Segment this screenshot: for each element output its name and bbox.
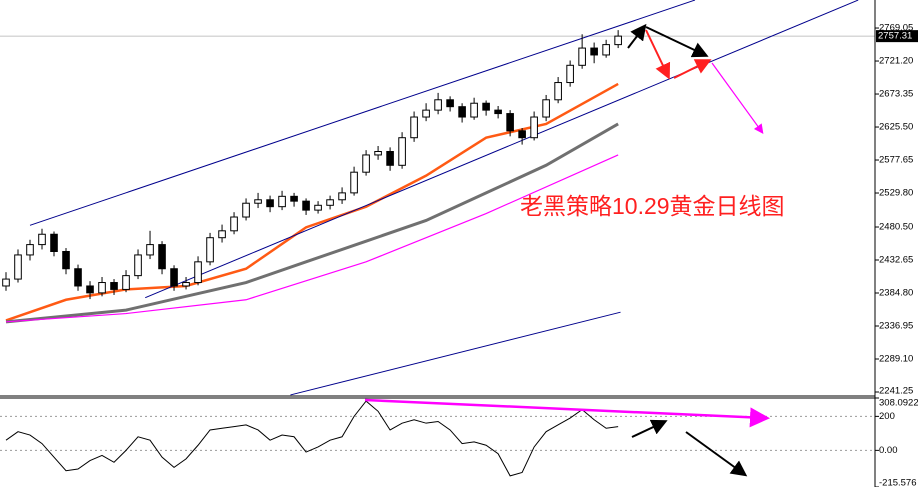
candle-body — [182, 282, 190, 287]
candle-body — [566, 64, 574, 84]
candle-body — [590, 47, 598, 56]
candle-body — [170, 268, 178, 287]
y-tick-label: 2673.35 — [879, 89, 913, 100]
candle-body — [398, 137, 406, 166]
candle-body — [110, 282, 118, 290]
y-tick-label: 2289.10 — [879, 354, 913, 365]
oscillator-pane: 308.0922 200 0.00 -215.576 — [0, 397, 918, 487]
y-tick-label: 2769.05 — [879, 23, 913, 34]
candle-body — [122, 275, 130, 290]
candle-body — [230, 216, 238, 232]
candle-body — [482, 102, 490, 111]
candle-body — [578, 47, 586, 66]
candle-body — [146, 244, 154, 256]
candle-body — [614, 35, 622, 46]
arrow — [627, 23, 647, 49]
candle-body — [302, 200, 310, 211]
candle-body — [434, 99, 442, 111]
candle-body — [350, 171, 358, 194]
candle-body — [602, 44, 610, 56]
candle-body — [74, 268, 82, 287]
candle-body — [446, 99, 454, 108]
arrow — [645, 26, 709, 58]
candle-body — [458, 106, 466, 118]
candle-body — [386, 151, 394, 166]
candle-body — [374, 151, 382, 156]
candle-body — [26, 244, 34, 256]
y-tick-label: 2577.65 — [879, 155, 913, 166]
candle-body — [494, 109, 502, 115]
candle-body — [86, 285, 94, 294]
candle-body — [554, 82, 562, 101]
candle-body — [326, 199, 334, 206]
indicator-line — [145, 0, 859, 299]
candle-body — [470, 102, 478, 118]
annotation: 老黑策略10.29黄金日线图 — [520, 193, 785, 219]
y-tick-label: 2721.20 — [879, 56, 913, 67]
y-tick-label: -215.576 — [879, 478, 917, 487]
indicator-line — [5, 122, 619, 324]
candle-body — [98, 282, 106, 294]
price-tag-label: 2757.31 — [878, 31, 912, 42]
candle-body — [242, 202, 250, 218]
annotation-arrows — [364, 23, 770, 477]
candle-body — [422, 109, 430, 118]
candle-body — [506, 113, 514, 132]
arrow — [364, 398, 770, 428]
candle-body — [278, 195, 286, 208]
candle-body — [530, 116, 538, 139]
y-tick-label: 200 — [879, 411, 895, 422]
y-tick-label: 2241.25 — [879, 386, 913, 397]
y-tick-label: 2432.65 — [879, 255, 913, 266]
candle-body — [38, 233, 46, 246]
y-tick-label: 308.0922 — [879, 398, 918, 409]
arrow — [645, 29, 671, 80]
y-tick-label: 0.00 — [879, 445, 898, 456]
candle-body — [290, 195, 298, 202]
y-tick-label: 2480.50 — [879, 222, 913, 233]
candle-body — [314, 204, 322, 211]
candle-body — [218, 230, 226, 239]
indicator-line — [290, 311, 621, 396]
candle-body — [50, 233, 58, 252]
candle-body — [254, 199, 262, 204]
y-tick-label: 2625.50 — [879, 122, 913, 133]
price-tag — [876, 30, 918, 43]
candle-body — [338, 192, 346, 201]
candle-body — [266, 199, 274, 208]
candle-body — [14, 254, 22, 280]
price-pane: 2769.05 2721.20 2673.35 2625.50 2577.65 2529.… — [0, 0, 918, 397]
candle-body — [194, 261, 202, 284]
indicator-line — [29, 0, 696, 226]
y-tick-label: 2336.95 — [879, 321, 913, 332]
y-tick-label: 2529.80 — [879, 188, 913, 199]
y-tick-label: 2384.80 — [879, 288, 913, 299]
candle-body — [206, 237, 214, 263]
candle-body — [362, 154, 370, 173]
candle-body — [158, 244, 166, 270]
arrow — [631, 419, 668, 438]
candle-body — [542, 99, 550, 118]
arrow — [673, 59, 712, 79]
oscillator-line — [5, 400, 619, 477]
candle-body — [2, 278, 10, 287]
candle-body — [410, 116, 418, 139]
arrow — [711, 62, 764, 134]
candle-body — [62, 250, 70, 270]
indicator-line — [5, 82, 619, 322]
candle-body — [134, 254, 142, 277]
arrow — [685, 431, 748, 477]
indicator-line — [5, 154, 619, 323]
candle-body — [518, 130, 526, 139]
